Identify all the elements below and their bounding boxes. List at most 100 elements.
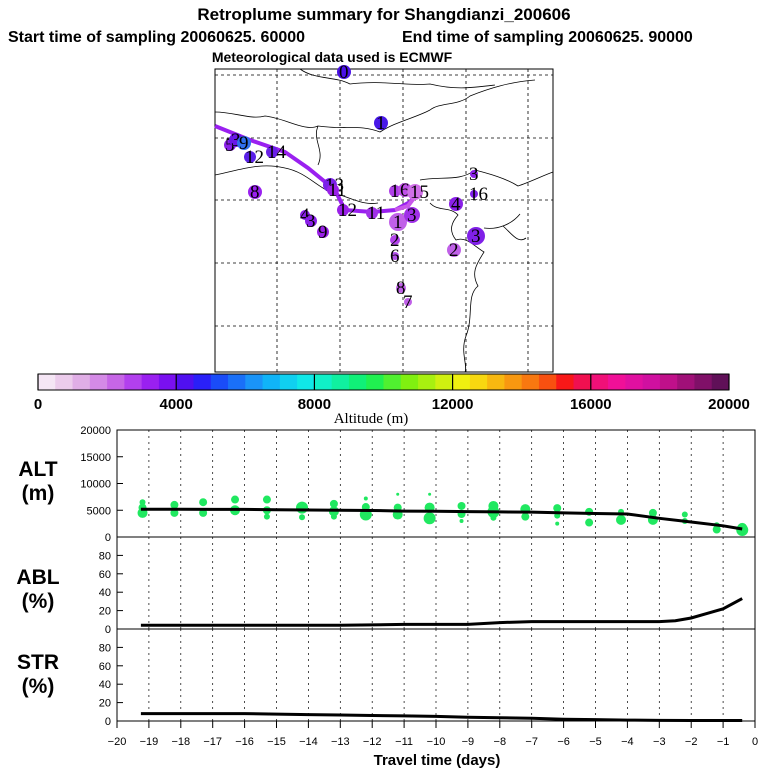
- plume-marker-label: 11: [367, 203, 385, 224]
- altitude-point: [329, 499, 338, 508]
- plume-marker-label: 1: [393, 212, 403, 233]
- coastlines-borders: [214, 68, 554, 373]
- plume-marker-label: 8: [250, 182, 260, 203]
- y-tick-label: 60: [99, 661, 111, 673]
- plume-marker-label: 4: [300, 205, 310, 226]
- plume-marker-label: 6: [390, 246, 400, 267]
- start-time: Start time of sampling 20060625. 60000: [8, 29, 305, 46]
- plume-marker-label: 3: [471, 226, 481, 247]
- y-tick-label: 80: [99, 642, 111, 654]
- x-tick-label: −9: [462, 736, 475, 748]
- plume-marker-dot: [447, 243, 461, 257]
- x-tick-label: −17: [203, 736, 222, 748]
- abl-panel: 80 60 40 20 0: [99, 536, 756, 636]
- y-tick-label: 0: [105, 716, 111, 728]
- x-tick-label: −15: [267, 736, 286, 748]
- x-tick-label: −12: [363, 736, 382, 748]
- colorbar-swatch: [625, 374, 644, 390]
- colorbar-swatch: [279, 374, 298, 390]
- colorbar-swatch: [228, 374, 246, 390]
- altitude-point: [553, 504, 562, 513]
- plume-marker-label: 2: [390, 230, 400, 251]
- colorbar-swatch: [418, 374, 436, 390]
- altitude-colorbar: 0 4000 8000 12000 16000 20000: [34, 373, 750, 413]
- plume-marker-dot: [396, 283, 406, 293]
- colorbar-swatch: [366, 374, 384, 390]
- colorbar-swatch: [55, 374, 74, 390]
- y-tick-label: 40: [99, 679, 111, 691]
- str-panel-title: STR: [17, 651, 59, 674]
- panel-frame: [116, 628, 756, 722]
- x-tick-label: −1: [717, 736, 730, 748]
- plume-marker-label: 3: [231, 130, 241, 151]
- abl-panel-title: ABL: [16, 566, 59, 589]
- y-tick-label: 40: [99, 587, 111, 599]
- altitude-point: [170, 500, 179, 509]
- figure-title: Retroplume summary for Shangdianzi_20060…: [197, 5, 570, 24]
- y-tick-label: 0: [105, 532, 111, 544]
- colorbar-swatch: [711, 374, 730, 390]
- x-tick-label: 0: [752, 736, 758, 748]
- x-tick-label: −11: [395, 736, 413, 748]
- plume-marker-label: 16: [469, 184, 488, 205]
- colorbar-swatch: [573, 374, 592, 390]
- altitude-point: [428, 492, 432, 496]
- colorbar-swatch: [245, 374, 264, 390]
- colorbar-swatch: [262, 374, 281, 390]
- x-tick-label: −5: [589, 736, 602, 748]
- alt-panel: 20000 15000 10000 5000 0: [80, 425, 756, 544]
- x-tick-label: −18: [171, 736, 190, 748]
- plume-marker-dot: [470, 170, 478, 178]
- plume-marker-dot: [389, 213, 407, 231]
- plume-marker-dot: [390, 235, 400, 245]
- colorbar-tick-label: 16000: [570, 396, 612, 413]
- altitude-point: [330, 513, 337, 520]
- y-tick-label: 15000: [80, 452, 111, 464]
- plume-marker-label: 15: [410, 182, 429, 203]
- colorbar-tick-label: 0: [34, 396, 42, 413]
- colorbar-tick-label: 8000: [298, 396, 331, 413]
- colorbar-swatch: [297, 374, 315, 390]
- colorbar-swatch: [694, 374, 713, 390]
- x-tick-label: −19: [140, 736, 159, 748]
- plume-marker-dot: [404, 207, 420, 223]
- plume-marker-dot: [374, 116, 388, 130]
- plume-marker-label: 12: [338, 200, 357, 221]
- altitude-point: [648, 508, 657, 517]
- plume-marker-dot: [327, 184, 339, 196]
- series-line: [140, 507, 743, 531]
- plume-marker-dot: [467, 227, 485, 245]
- x-axis: −20 −19 −18 −17 −16 −15 −14 −13 −12 −11 −10 −9 −8 −7−…: [108, 721, 758, 748]
- x-tick-label: −7: [525, 736, 538, 748]
- x-tick-label: −13: [331, 736, 350, 748]
- colorbar-swatch: [659, 374, 678, 390]
- plume-marker-label: 0: [339, 62, 349, 83]
- altitude-point: [296, 501, 309, 514]
- end-time: End time of sampling 20060625. 90000: [402, 29, 693, 46]
- plume-marker-label: 6: [400, 180, 410, 201]
- altitude-point: [423, 512, 436, 525]
- series-line: [140, 597, 743, 627]
- altitude-point: [736, 524, 749, 537]
- plume-marker-label: 3: [407, 205, 417, 226]
- altitude-point: [616, 514, 627, 525]
- x-tick-label: −20: [108, 736, 127, 748]
- colorbar-swatch: [452, 374, 471, 390]
- plume-marker-label: 9: [318, 222, 328, 243]
- y-tick-label: 0: [105, 624, 111, 636]
- colorbar-swatch: [556, 374, 575, 390]
- plume-marker-label: 11: [328, 180, 346, 201]
- x-tick-label: −4: [621, 736, 634, 748]
- plume-marker-dot: [317, 226, 329, 238]
- colorbar-swatch: [314, 374, 333, 390]
- plume-marker-dot: [337, 204, 349, 216]
- x-tick-label: −14: [299, 736, 318, 748]
- colorbar-swatch: [348, 374, 367, 390]
- colorbar-swatch: [504, 374, 523, 390]
- y-tick-label: 20000: [80, 425, 111, 437]
- plume-marker-dot: [449, 197, 463, 211]
- x-tick-label: −6: [557, 736, 570, 748]
- colorbar-swatch: [590, 374, 609, 390]
- plume-marker-label: 5: [225, 135, 235, 156]
